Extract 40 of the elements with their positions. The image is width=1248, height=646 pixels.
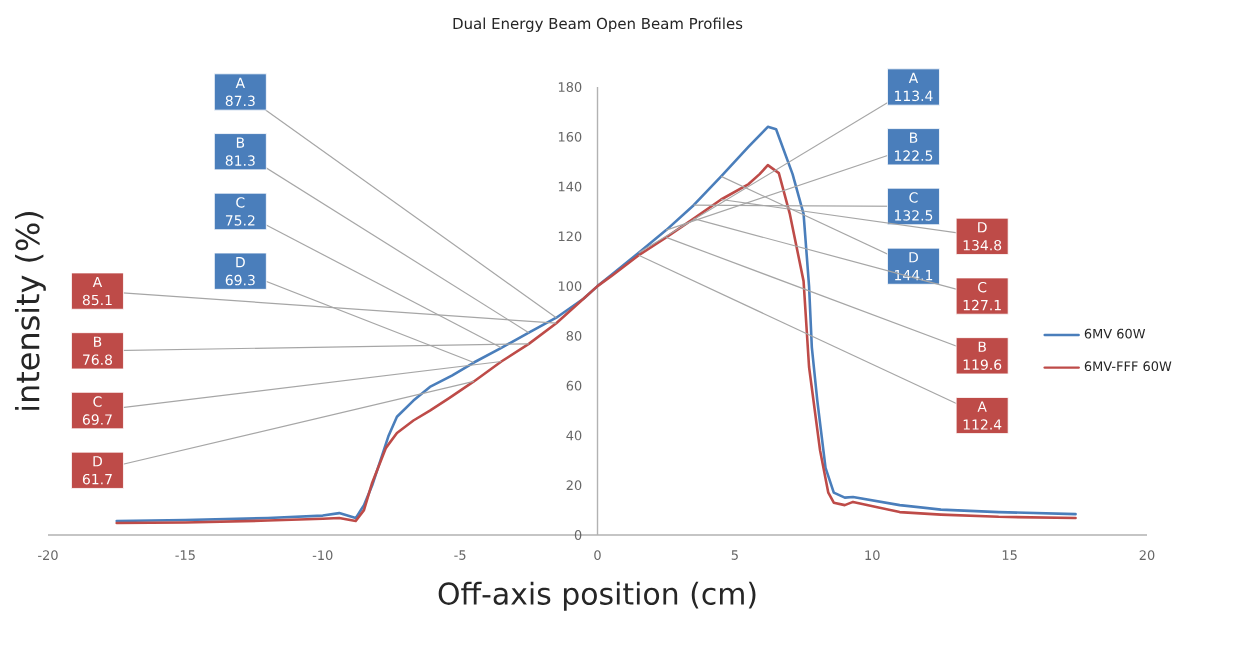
y-tick-label: 60 xyxy=(566,380,582,391)
x-tick-label: -5 xyxy=(454,550,466,560)
x-tick-label: 10 xyxy=(865,550,880,561)
y-tick-label: 0 xyxy=(574,530,582,540)
y-tick-label: 120 xyxy=(558,231,582,242)
y-tick-label: 20 xyxy=(566,480,582,491)
annotation: A 87.3 xyxy=(225,77,255,107)
x-tick-label: -10 xyxy=(312,550,333,561)
y-tick-label: 140 xyxy=(558,181,582,192)
annotation: D 134.8 xyxy=(963,222,1002,251)
x-tick-label: 20 xyxy=(1139,550,1155,561)
chart-title: Dual Energy Beam Open Beam Profiles xyxy=(453,17,743,32)
x-tick-label: 0 xyxy=(594,550,601,561)
y-tick-label: 160 xyxy=(558,131,582,142)
legend-label: 6MV 60W xyxy=(1084,328,1146,339)
annotation: B 81.3 xyxy=(225,137,255,166)
annotation: D 61.7 xyxy=(82,456,112,485)
y-tick-label: 180 xyxy=(558,82,582,92)
y-axis-title: intensity (%) xyxy=(14,212,46,410)
x-axis-title: Off-axis position (cm) xyxy=(438,581,756,611)
y-tick-label: 100 xyxy=(558,281,582,292)
x-tick-label: 15 xyxy=(1002,550,1017,560)
legend-label: 6MV-FFF 60W xyxy=(1084,361,1172,372)
annotation: B 119.6 xyxy=(963,341,1002,370)
y-tick-label: 40 xyxy=(566,430,582,441)
annotation: A 113.4 xyxy=(895,72,933,102)
x-tick-label: -20 xyxy=(38,550,58,561)
x-tick-label: -15 xyxy=(175,550,195,560)
annotation: B 122.5 xyxy=(895,132,933,161)
annotation: D 69.3 xyxy=(225,257,255,286)
annotation: A 112.4 xyxy=(963,401,1002,430)
y-tick-label: 80 xyxy=(566,331,582,341)
annotation: B 76.8 xyxy=(83,336,113,365)
x-tick-label: 5 xyxy=(731,550,738,560)
annotation: C 127.1 xyxy=(963,281,1001,311)
annotation: C 69.7 xyxy=(82,396,112,425)
annotation: C 75.2 xyxy=(225,197,255,226)
annotation: C 132.5 xyxy=(895,192,933,221)
annotation: A 85.1 xyxy=(82,276,112,306)
annotation: D 144.1 xyxy=(895,252,933,281)
